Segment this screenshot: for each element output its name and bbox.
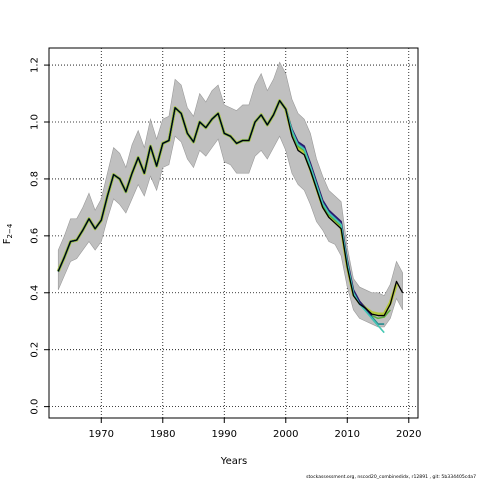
y-tick-label: 1.2 — [30, 57, 41, 73]
x-tick-label: 1980 — [150, 429, 175, 440]
confidence-band — [57, 61, 403, 328]
x-axis-title: Years — [220, 456, 247, 467]
y-tick-label: 0.0 — [30, 399, 41, 415]
x-tick-label: 1990 — [212, 429, 237, 440]
x-tick-label: 1970 — [89, 429, 114, 440]
y-tick-label: 1.0 — [30, 114, 41, 130]
y-axis-title-subscript: 2−4 — [6, 223, 14, 238]
y-axis-title-main: F — [2, 238, 13, 244]
series-lines — [56, 99, 404, 334]
x-axis: 1970 1980 1990 2000 2010 2020 — [89, 417, 422, 440]
plot-frame — [48, 47, 419, 419]
footer-credit: stockassessment.org, nscod20_combinedidx… — [306, 474, 476, 480]
y-tick-label: 0.8 — [30, 171, 41, 187]
x-tick-label: 2020 — [396, 429, 421, 440]
y-tick-label: 0.4 — [30, 285, 41, 301]
grid-lines — [49, 48, 418, 418]
series-line-main — [57, 100, 404, 317]
x-tick-label: 2000 — [273, 429, 298, 440]
confidence-band-area — [57, 61, 403, 328]
y-tick-label: 0.6 — [30, 228, 41, 244]
x-tick-label: 2010 — [335, 429, 360, 440]
y-axis-title: F2−4 — [2, 223, 14, 244]
y-axis: 0.0 0.2 0.4 0.6 0.8 1.0 1.2 — [30, 57, 50, 415]
y-tick-label: 0.2 — [30, 342, 41, 358]
